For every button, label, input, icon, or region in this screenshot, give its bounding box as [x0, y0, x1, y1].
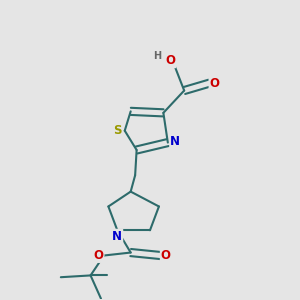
Text: N: N: [112, 230, 122, 243]
Text: S: S: [113, 124, 122, 137]
Text: O: O: [94, 249, 103, 262]
Text: H: H: [153, 51, 161, 62]
Text: N: N: [170, 135, 180, 148]
Text: O: O: [161, 249, 171, 262]
Text: O: O: [165, 54, 175, 67]
Text: O: O: [209, 76, 220, 90]
